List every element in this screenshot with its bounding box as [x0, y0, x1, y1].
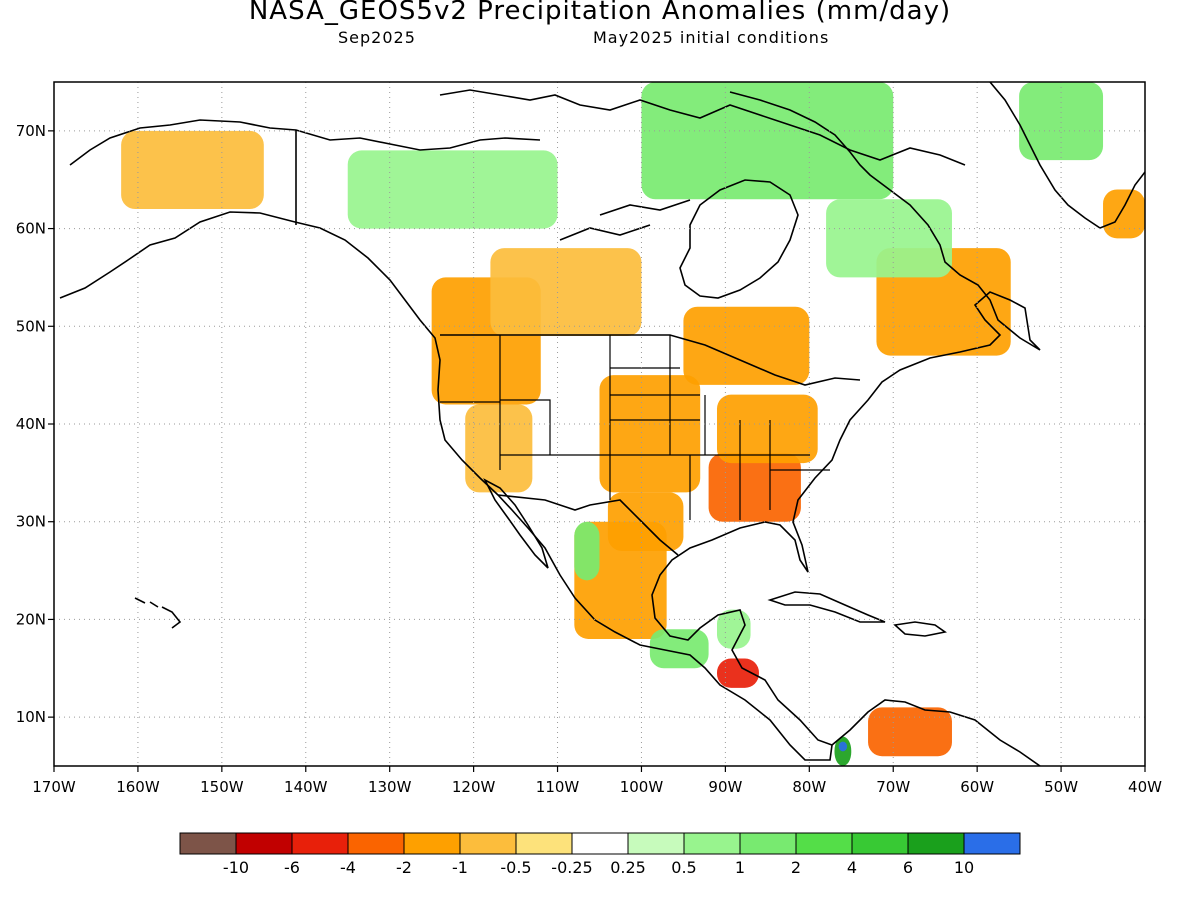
- colorbar-label: -6: [284, 858, 300, 877]
- anomaly-region: [826, 199, 952, 278]
- colorbar-label: -10: [223, 858, 249, 877]
- greenland-coast: [989, 82, 1145, 229]
- lat-tick-label: 70N: [16, 122, 46, 140]
- lon-tick-label: 60W: [960, 778, 994, 796]
- colorbar-swatch: [851, 832, 909, 855]
- anomaly-region: [641, 82, 894, 200]
- lon-tick-label: 150W: [200, 778, 244, 796]
- colorbar-label: -1: [452, 858, 468, 877]
- colorbar: -10 -6 -4 -2 -1 -0.5 -0.25 0.25 0.5 1 2 4 6 10: [179, 832, 1021, 877]
- anomaly-region: [1019, 82, 1104, 161]
- anomaly-region: [716, 394, 818, 464]
- colorbar-swatch: [291, 832, 349, 855]
- anomaly-region: [683, 306, 810, 385]
- lon-tick-label: 130W: [368, 778, 412, 796]
- anomaly-region: [1103, 189, 1145, 239]
- anomaly-region: [716, 658, 759, 688]
- colorbar-swatch: [459, 832, 517, 855]
- lat-tick-label: 60N: [16, 220, 46, 238]
- anomaly-shading: [121, 82, 1145, 766]
- cuba-coast: [767, 591, 886, 623]
- lon-tick-label: 140W: [284, 778, 328, 796]
- hudson-bay-coast: [679, 179, 799, 299]
- colorbar-label: -0.25: [551, 858, 592, 877]
- colorbar-label: -0.5: [500, 858, 531, 877]
- lat-tick-label: 20N: [16, 610, 46, 628]
- forecast-month: Sep2025: [338, 28, 416, 47]
- colorbar-swatch: [795, 832, 853, 855]
- colorbar-swatch: [515, 832, 573, 855]
- lon-tick-label: 120W: [452, 778, 496, 796]
- anomaly-region: [599, 375, 701, 493]
- us-canada-border: [440, 334, 861, 386]
- anomaly-region: [868, 707, 952, 757]
- baja-california: [483, 478, 549, 569]
- lon-tick-label: 160W: [116, 778, 160, 796]
- us-mexico-border: [497, 494, 679, 556]
- colorbar-label: 0.5: [671, 858, 696, 877]
- colorbar-swatch: [235, 832, 293, 855]
- lon-tick-label: 70W: [876, 778, 910, 796]
- arctic-islands: [439, 89, 966, 241]
- us-state-lines: [440, 335, 830, 520]
- lon-tick-label: 80W: [792, 778, 826, 796]
- colorbar-swatch: [627, 832, 685, 855]
- colorbar-swatch: [347, 832, 405, 855]
- venezuela-coast: [831, 699, 1041, 766]
- colorbar-swatch: [739, 832, 797, 855]
- hawaii-islands: [134, 597, 182, 629]
- anomaly-region: [574, 521, 600, 581]
- hispaniola-coast: [893, 621, 947, 637]
- colorbar-label: 10: [954, 858, 974, 877]
- anomaly-region: [716, 609, 751, 649]
- lat-tick-label: 40N: [16, 415, 46, 433]
- anomaly-region: [465, 404, 533, 493]
- colorbar-label: -2: [396, 858, 412, 877]
- lat-tick-label: 30N: [16, 513, 46, 531]
- colorbar-swatch: [179, 832, 237, 855]
- colorbar-swatch: [403, 832, 461, 855]
- colorbar-label: 1: [735, 858, 745, 877]
- colorbar-label: 6: [903, 858, 913, 877]
- colorbar-swatch: [683, 832, 741, 855]
- lat-tick-label: 10N: [16, 708, 46, 726]
- anomaly-region: [490, 248, 642, 337]
- lat-lon-grid: [54, 82, 1145, 766]
- colorbar-swatch: [907, 832, 965, 855]
- lon-tick-label: 90W: [708, 778, 742, 796]
- colorbar-swatch: [571, 832, 629, 855]
- lon-tick-label: 40W: [1128, 778, 1162, 796]
- colorbar-label: 4: [847, 858, 857, 877]
- lon-tick-label: 170W: [32, 778, 76, 796]
- lon-tick-label: 110W: [536, 778, 580, 796]
- anomaly-region: [834, 736, 852, 766]
- lon-tick-label: 100W: [620, 778, 664, 796]
- colorbar-label: 2: [791, 858, 801, 877]
- initial-conditions: May2025 initial conditions: [593, 28, 830, 47]
- colorbar-label: -4: [340, 858, 356, 877]
- map-title: NASA_GEOS5v2 Precipitation Anomalies (mm…: [248, 0, 952, 26]
- lon-tick-label: 50W: [1044, 778, 1078, 796]
- axis-ticks: 170W 160W 150W 140W 130W 120W 110W 100W 90W 80W 70…: [16, 122, 1162, 796]
- anomaly-region: [708, 453, 801, 522]
- anomaly-region: [347, 150, 558, 229]
- anomaly-region: [838, 741, 848, 752]
- north-america-coastline: [59, 91, 1041, 761]
- colorbar-label: 0.25: [610, 858, 646, 877]
- lat-tick-label: 50N: [16, 317, 46, 335]
- colorbar-swatch: [963, 832, 1021, 855]
- anomaly-region: [121, 130, 264, 210]
